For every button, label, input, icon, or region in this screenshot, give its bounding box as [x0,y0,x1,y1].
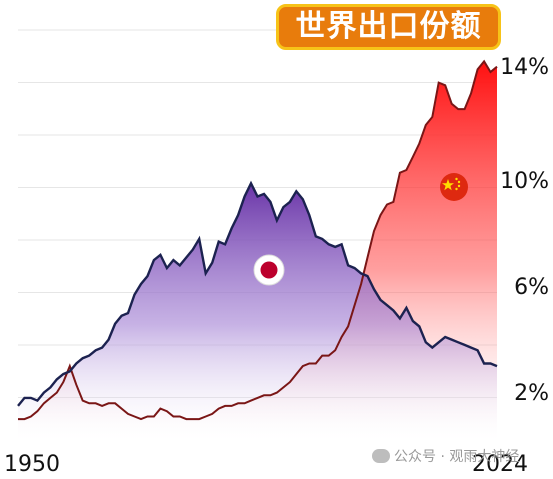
japan-flag-icon [253,254,285,286]
y-tick-label: 14% [500,55,549,80]
japan-share-line [17,180,498,407]
china-flag-icon [440,173,468,201]
y-tick-label: 2% [514,381,549,406]
y-tick-label: 10% [500,169,549,194]
wechat-icon [372,449,390,463]
japan-share-area [18,183,497,441]
china-share-line [18,59,498,421]
chart-title: 世界出口份额 [276,4,501,50]
x-tick-label-end: 2024 [472,452,528,477]
y-tick-label: 6% [514,275,549,300]
x-tick-label-start: 1950 [4,452,60,477]
watermark: 公众号 · 观雨大神经 [372,446,519,466]
watermark-text: 公众号 · 观雨大神经 [394,449,520,465]
